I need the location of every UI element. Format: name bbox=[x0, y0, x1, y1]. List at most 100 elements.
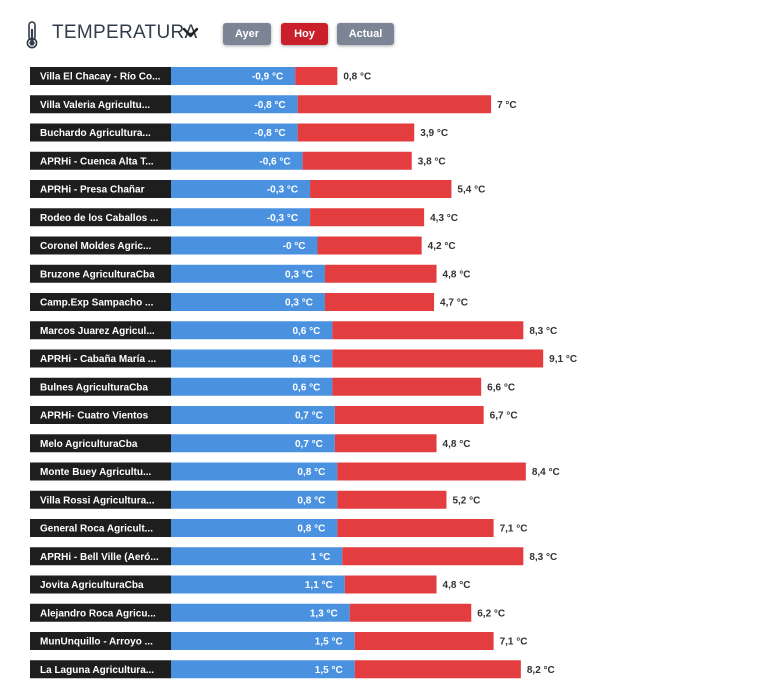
min-temp-bar bbox=[171, 95, 298, 114]
min-temp-label: 0,8 °C bbox=[297, 524, 325, 535]
min-temp-label: -0,8 °C bbox=[254, 100, 285, 111]
station-label: MunUnquillo - Arroyo ... bbox=[40, 637, 153, 648]
station-label: Villa El Chacay - Río Co... bbox=[40, 72, 161, 83]
min-temp-label: 0,8 °C bbox=[297, 495, 325, 506]
station-label: La Laguna Agricultura... bbox=[40, 665, 154, 676]
min-temp-label: 1,3 °C bbox=[310, 608, 338, 619]
min-temp-label: 0,6 °C bbox=[292, 354, 320, 365]
ayer-button[interactable]: Ayer bbox=[223, 23, 271, 45]
max-temp-label: 8,2 °C bbox=[527, 665, 555, 676]
max-temp-bar bbox=[337, 490, 447, 509]
max-temp-label: 8,3 °C bbox=[529, 326, 557, 337]
min-temp-label: 1 °C bbox=[311, 552, 331, 563]
station-label-bg bbox=[30, 293, 171, 311]
station-label-bg bbox=[30, 490, 171, 509]
station-label: APRHi- Cuatro Vientos bbox=[40, 411, 149, 422]
station-label-bg bbox=[30, 349, 171, 368]
station-label-bg bbox=[30, 180, 171, 198]
min-temp-bar bbox=[171, 236, 318, 255]
min-temp-label: -0,3 °C bbox=[267, 213, 298, 224]
min-temp-label: -0 °C bbox=[283, 241, 306, 252]
max-temp-bar bbox=[297, 95, 492, 114]
station-label-bg bbox=[30, 123, 171, 142]
station-label: Villa Valeria Agricultu... bbox=[40, 100, 150, 111]
station-label: Marcos Juarez Agricul... bbox=[40, 326, 155, 337]
station-label-bg bbox=[30, 462, 171, 481]
station-label: Jovita AgriculturaCba bbox=[40, 580, 144, 591]
page-title: TEMPERATURA bbox=[52, 22, 198, 43]
max-temp-label: 4,8 °C bbox=[443, 269, 471, 280]
max-temp-label: 3,9 °C bbox=[420, 128, 448, 139]
min-temp-label: 1,1 °C bbox=[305, 580, 333, 591]
station-label: APRHi - Bell Ville (Aeró... bbox=[40, 552, 159, 563]
max-temp-label: 8,3 °C bbox=[529, 552, 557, 563]
max-temp-bar bbox=[337, 519, 494, 537]
station-label-bg bbox=[30, 547, 171, 566]
station-label-bg bbox=[30, 208, 171, 227]
max-temp-bar bbox=[334, 434, 437, 453]
min-temp-label: 0,7 °C bbox=[295, 411, 323, 422]
station-label: APRHi - Cuenca Alta T... bbox=[40, 156, 154, 167]
max-temp-label: 4,8 °C bbox=[443, 580, 471, 591]
station-label-bg bbox=[30, 434, 171, 453]
max-temp-bar bbox=[354, 660, 521, 679]
min-temp-bar bbox=[171, 293, 325, 311]
max-temp-bar bbox=[297, 123, 415, 142]
min-temp-bar bbox=[171, 519, 338, 537]
min-temp-bar bbox=[171, 180, 311, 198]
station-label: Buchardo Agricultura... bbox=[40, 128, 151, 139]
min-temp-bar bbox=[171, 208, 311, 227]
station-label: Rodeo de los Caballos ... bbox=[40, 213, 159, 224]
min-temp-bar bbox=[171, 377, 333, 396]
max-temp-label: 3,8 °C bbox=[418, 156, 446, 167]
min-temp-bar bbox=[171, 67, 296, 85]
min-temp-bar bbox=[171, 490, 338, 509]
station-label: APRHi - Presa Chañar bbox=[40, 185, 145, 196]
max-temp-label: 7,1 °C bbox=[500, 524, 528, 535]
min-temp-label: 1,5 °C bbox=[315, 637, 343, 648]
min-temp-bar bbox=[171, 264, 325, 283]
min-temp-bar bbox=[171, 547, 343, 566]
station-label: Bulnes AgriculturaCba bbox=[40, 382, 148, 393]
min-temp-label: 0,3 °C bbox=[285, 298, 313, 309]
min-temp-label: 1,5 °C bbox=[315, 665, 343, 676]
station-label: Monte Buey Agricultu... bbox=[40, 467, 152, 478]
max-temp-bar bbox=[354, 632, 494, 650]
actual-button[interactable]: Actual bbox=[337, 23, 394, 45]
max-temp-bar bbox=[310, 180, 452, 198]
min-temp-label: 0,8 °C bbox=[297, 467, 325, 478]
chevron-down-icon[interactable] bbox=[182, 27, 199, 39]
station-label-bg bbox=[30, 575, 171, 594]
max-temp-bar bbox=[302, 151, 412, 170]
min-temp-bar bbox=[171, 406, 335, 424]
max-temp-bar bbox=[344, 575, 437, 594]
min-temp-bar bbox=[171, 462, 338, 481]
station-label-bg bbox=[30, 632, 171, 650]
station-label-bg bbox=[30, 151, 171, 170]
station-label: Bruzone AgriculturaCba bbox=[40, 269, 155, 280]
max-temp-bar bbox=[324, 264, 437, 283]
max-temp-label: 8,4 °C bbox=[532, 467, 560, 478]
station-label-bg bbox=[30, 264, 171, 283]
station-label-bg bbox=[30, 519, 171, 537]
max-temp-bar bbox=[332, 377, 482, 396]
thermometer-icon bbox=[26, 21, 38, 49]
min-temp-bar bbox=[171, 575, 345, 594]
min-temp-bar bbox=[171, 660, 355, 679]
station-label-bg bbox=[30, 67, 171, 85]
hoy-button[interactable]: Hoy bbox=[281, 23, 328, 45]
max-temp-label: 4,7 °C bbox=[440, 298, 468, 309]
min-temp-label: 0,7 °C bbox=[295, 439, 323, 450]
max-temp-bar bbox=[332, 349, 544, 368]
station-label: APRHi - Cabaña María ... bbox=[40, 354, 156, 365]
max-temp-bar bbox=[334, 406, 484, 424]
max-temp-label: 4,3 °C bbox=[430, 213, 458, 224]
min-temp-label: -0,6 °C bbox=[259, 156, 290, 167]
station-label-bg bbox=[30, 377, 171, 396]
min-temp-bar bbox=[171, 434, 335, 453]
max-temp-label: 0,8 °C bbox=[343, 72, 371, 83]
station-label: Villa Rossi Agricultura... bbox=[40, 495, 155, 506]
station-label-bg bbox=[30, 321, 171, 340]
min-temp-bar bbox=[171, 151, 303, 170]
